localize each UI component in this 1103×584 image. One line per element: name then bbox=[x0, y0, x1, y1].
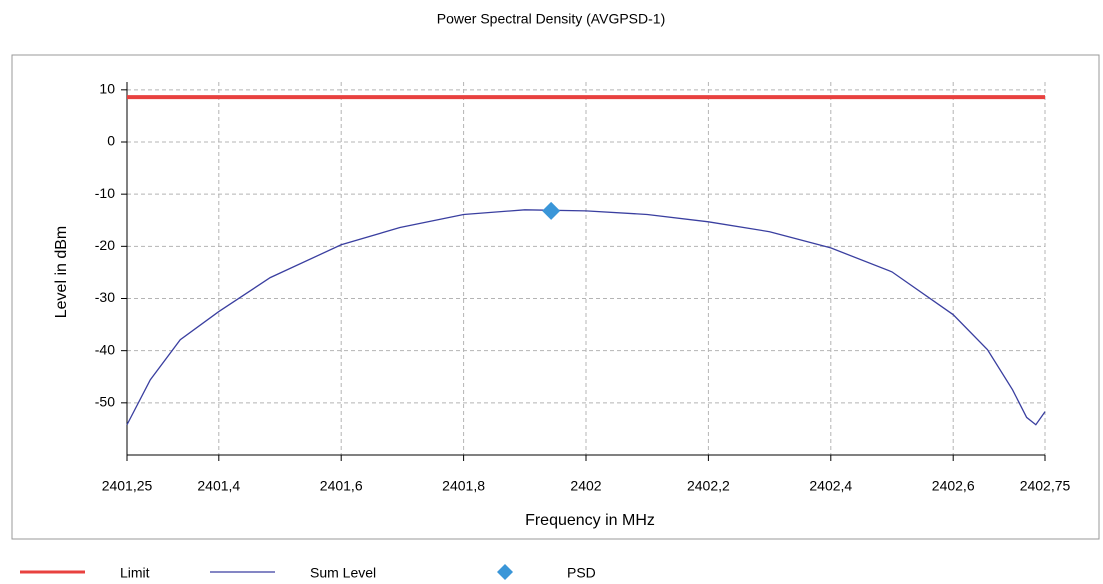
legend-label: PSD bbox=[567, 565, 596, 581]
chart-title: Power Spectral Density (AVGPSD-1) bbox=[437, 11, 665, 27]
x-tick-label: 2401,4 bbox=[197, 478, 240, 494]
x-tick-label: 2402,4 bbox=[809, 478, 852, 494]
x-tick-label: 2402,2 bbox=[687, 478, 730, 494]
y-tick-label: -20 bbox=[95, 237, 115, 253]
y-tick-label: 10 bbox=[99, 81, 115, 97]
x-tick-label: 2402,75 bbox=[1020, 478, 1071, 494]
y-axis-label: Level in dBm bbox=[53, 226, 70, 319]
legend-label: Limit bbox=[120, 565, 150, 581]
x-tick-label: 2401,6 bbox=[320, 478, 363, 494]
y-tick-label: -10 bbox=[95, 185, 115, 201]
legend-label: Sum Level bbox=[310, 565, 376, 581]
x-tick-label: 2402,6 bbox=[932, 478, 975, 494]
y-tick-label: -40 bbox=[95, 341, 115, 357]
y-tick-label: -50 bbox=[95, 394, 115, 410]
y-tick-label: 0 bbox=[107, 133, 115, 149]
x-tick-label: 2401,25 bbox=[102, 478, 153, 494]
series-line bbox=[126, 209, 1046, 426]
legend-marker bbox=[497, 564, 513, 580]
x-tick-label: 2401,8 bbox=[442, 478, 485, 494]
marker bbox=[542, 201, 561, 220]
x-axis-label: Frequency in MHz bbox=[525, 512, 655, 529]
x-tick-label: 2402 bbox=[570, 478, 601, 494]
y-tick-label: -30 bbox=[95, 289, 115, 305]
chart-frame bbox=[11, 54, 1100, 540]
